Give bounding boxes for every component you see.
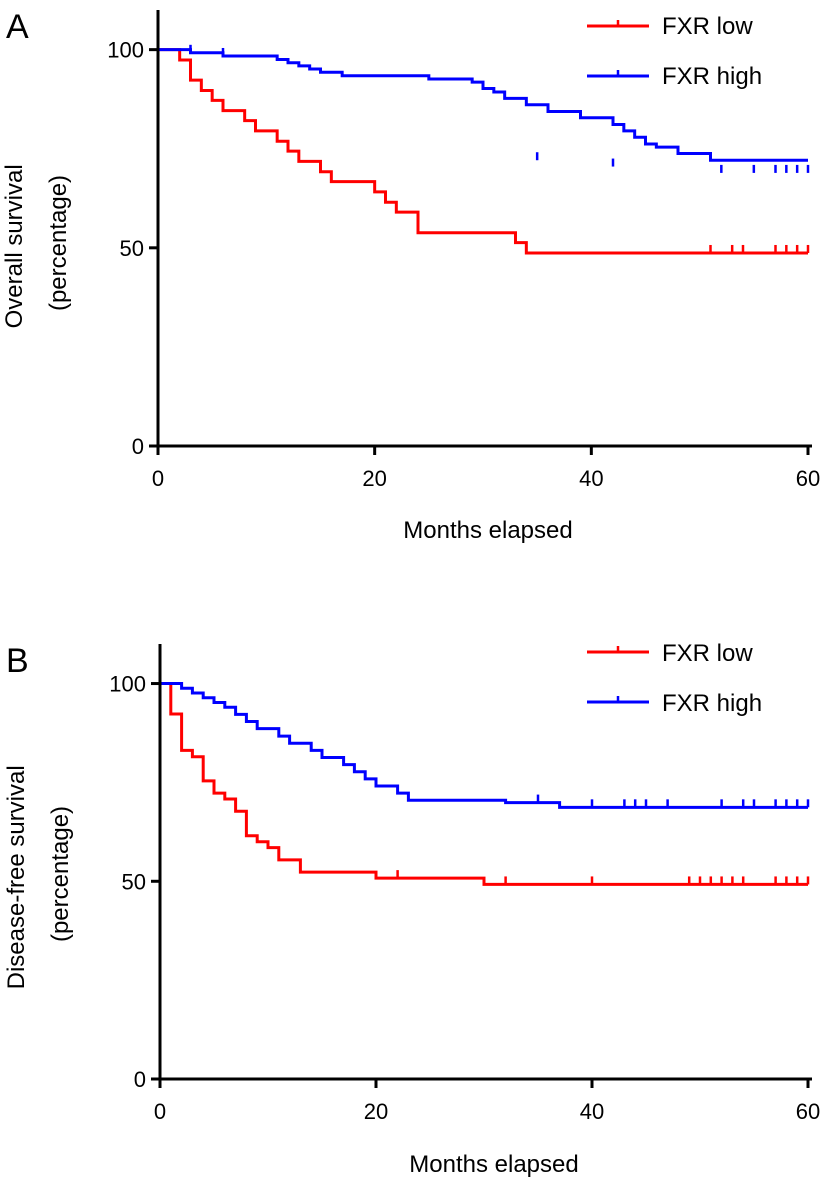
curve-fxr-high-a (158, 48, 808, 162)
curve-fxr-high-b (160, 682, 808, 809)
y-axis-title-line1-b: Disease-free survival (3, 765, 30, 989)
y-tick-label-a-100: 100 (107, 38, 144, 63)
x-tick-label-a-60: 60 (796, 466, 820, 491)
y-axis-title-line2-a: (percentage) (45, 175, 72, 311)
x-tick-label-b-60: 60 (796, 1099, 820, 1124)
x-tick-label-a-40: 40 (579, 466, 603, 491)
y-tick-label-a-50: 50 (120, 236, 144, 261)
ticks-layer-b: 0 20 40 60 0 50 100 (109, 672, 820, 1124)
x-tick-label-a-20: 20 (362, 466, 386, 491)
legend-item-fxr-high-a: FXR high (587, 63, 762, 90)
x-tick-label-b-0: 0 (154, 1099, 166, 1124)
legend-a: FXR low FXR high (587, 13, 762, 90)
y-tick-label-b-100: 100 (109, 672, 146, 697)
ticks-layer-a: 0 20 40 60 0 50 100 (107, 38, 820, 491)
y-tick-label-b-0: 0 (134, 1067, 146, 1092)
legend-label-fxr-low-a: FXR low (662, 13, 753, 40)
x-tick-label-b-40: 40 (580, 1099, 604, 1124)
y-axis-title-a: Overall survival (percentage) (1, 158, 72, 329)
legend-label-fxr-high-a: FXR high (662, 63, 762, 90)
y-axis-title-line1-a: Overall survival (1, 164, 28, 328)
x-axis-title-b: Months elapsed (409, 1151, 578, 1178)
legend-item-fxr-low-a: FXR low (587, 13, 753, 40)
series-layer-b (160, 682, 810, 886)
curve-fxr-low-a (158, 48, 808, 255)
x-axis-title-a: Months elapsed (403, 517, 572, 544)
legend-label-fxr-high-b: FXR high (662, 690, 762, 717)
legend-item-fxr-high-b: FXR high (587, 690, 762, 717)
x-tick-label-a-0: 0 (152, 466, 164, 491)
legend-label-fxr-low-b: FXR low (662, 640, 753, 667)
y-tick-label-a-0: 0 (132, 434, 144, 459)
x-tick-label-b-20: 20 (364, 1099, 388, 1124)
disease-free-survival-chart: B 0 20 40 60 0 50 100 Months elapsed Disease-f… (3, 640, 820, 1178)
y-tick-label-b-50: 50 (122, 869, 146, 894)
overall-survival-chart: A 0 20 40 60 0 50 100 Months elapsed Overall s… (1, 8, 820, 544)
series-layer-a (158, 44, 810, 255)
legend-item-fxr-low-b: FXR low (587, 640, 753, 667)
panel-label-a: A (6, 8, 29, 46)
curve-fxr-low-b (160, 682, 808, 886)
legend-b: FXR low FXR high (587, 640, 762, 717)
panel-label-b: B (6, 642, 29, 680)
y-axis-title-line2-b: (percentage) (47, 806, 74, 942)
y-axis-title-b: Disease-free survival (percentage) (3, 759, 74, 990)
